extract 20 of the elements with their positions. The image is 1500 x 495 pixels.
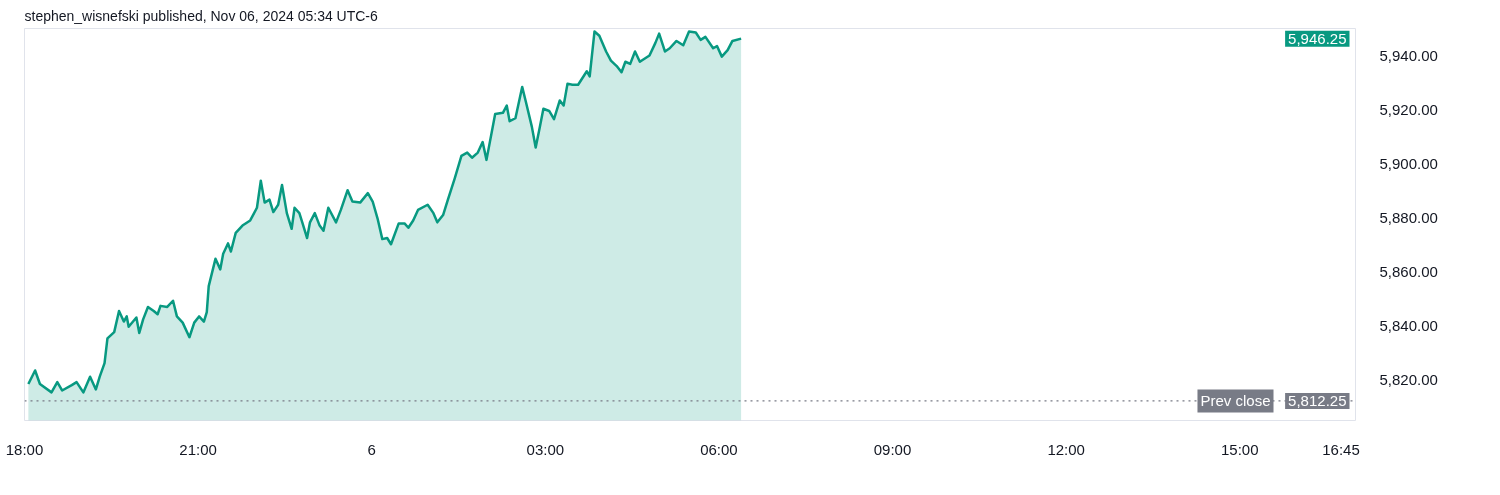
y-tick-label: 5,820.00	[1379, 370, 1438, 388]
y-tick-label: 5,900.00	[1379, 154, 1438, 172]
y-tick-label: 5,940.00	[1379, 46, 1438, 64]
annotation: 5,812.25	[1288, 391, 1347, 409]
y-tick-label: 5,840.00	[1379, 316, 1438, 334]
x-tick-label: 21:00	[179, 440, 217, 458]
chart-title: stephen_wisnefski published, Nov 06, 2024 05:34 UTC-6	[24, 7, 379, 24]
ref-line-label: Prev close	[1200, 392, 1271, 410]
y-tick-label: 5,880.00	[1379, 208, 1438, 226]
x-tick-label: 16:45	[1322, 440, 1360, 458]
y-tick-label: 5,920.00	[1379, 100, 1438, 118]
x-tick-label: 03:00	[526, 440, 565, 458]
x-tick-label: 18:00	[5, 440, 44, 458]
y-tick-label: 5,860.00	[1379, 262, 1438, 280]
annotation: 5,946.25	[1288, 29, 1347, 47]
x-tick-label: 06:00	[700, 440, 738, 458]
x-tick-label: 15:00	[1220, 440, 1259, 458]
x-tick-label: 09:00	[873, 440, 912, 458]
x-tick-label: 6	[367, 440, 376, 458]
x-tick-label: 12:00	[1047, 440, 1085, 458]
